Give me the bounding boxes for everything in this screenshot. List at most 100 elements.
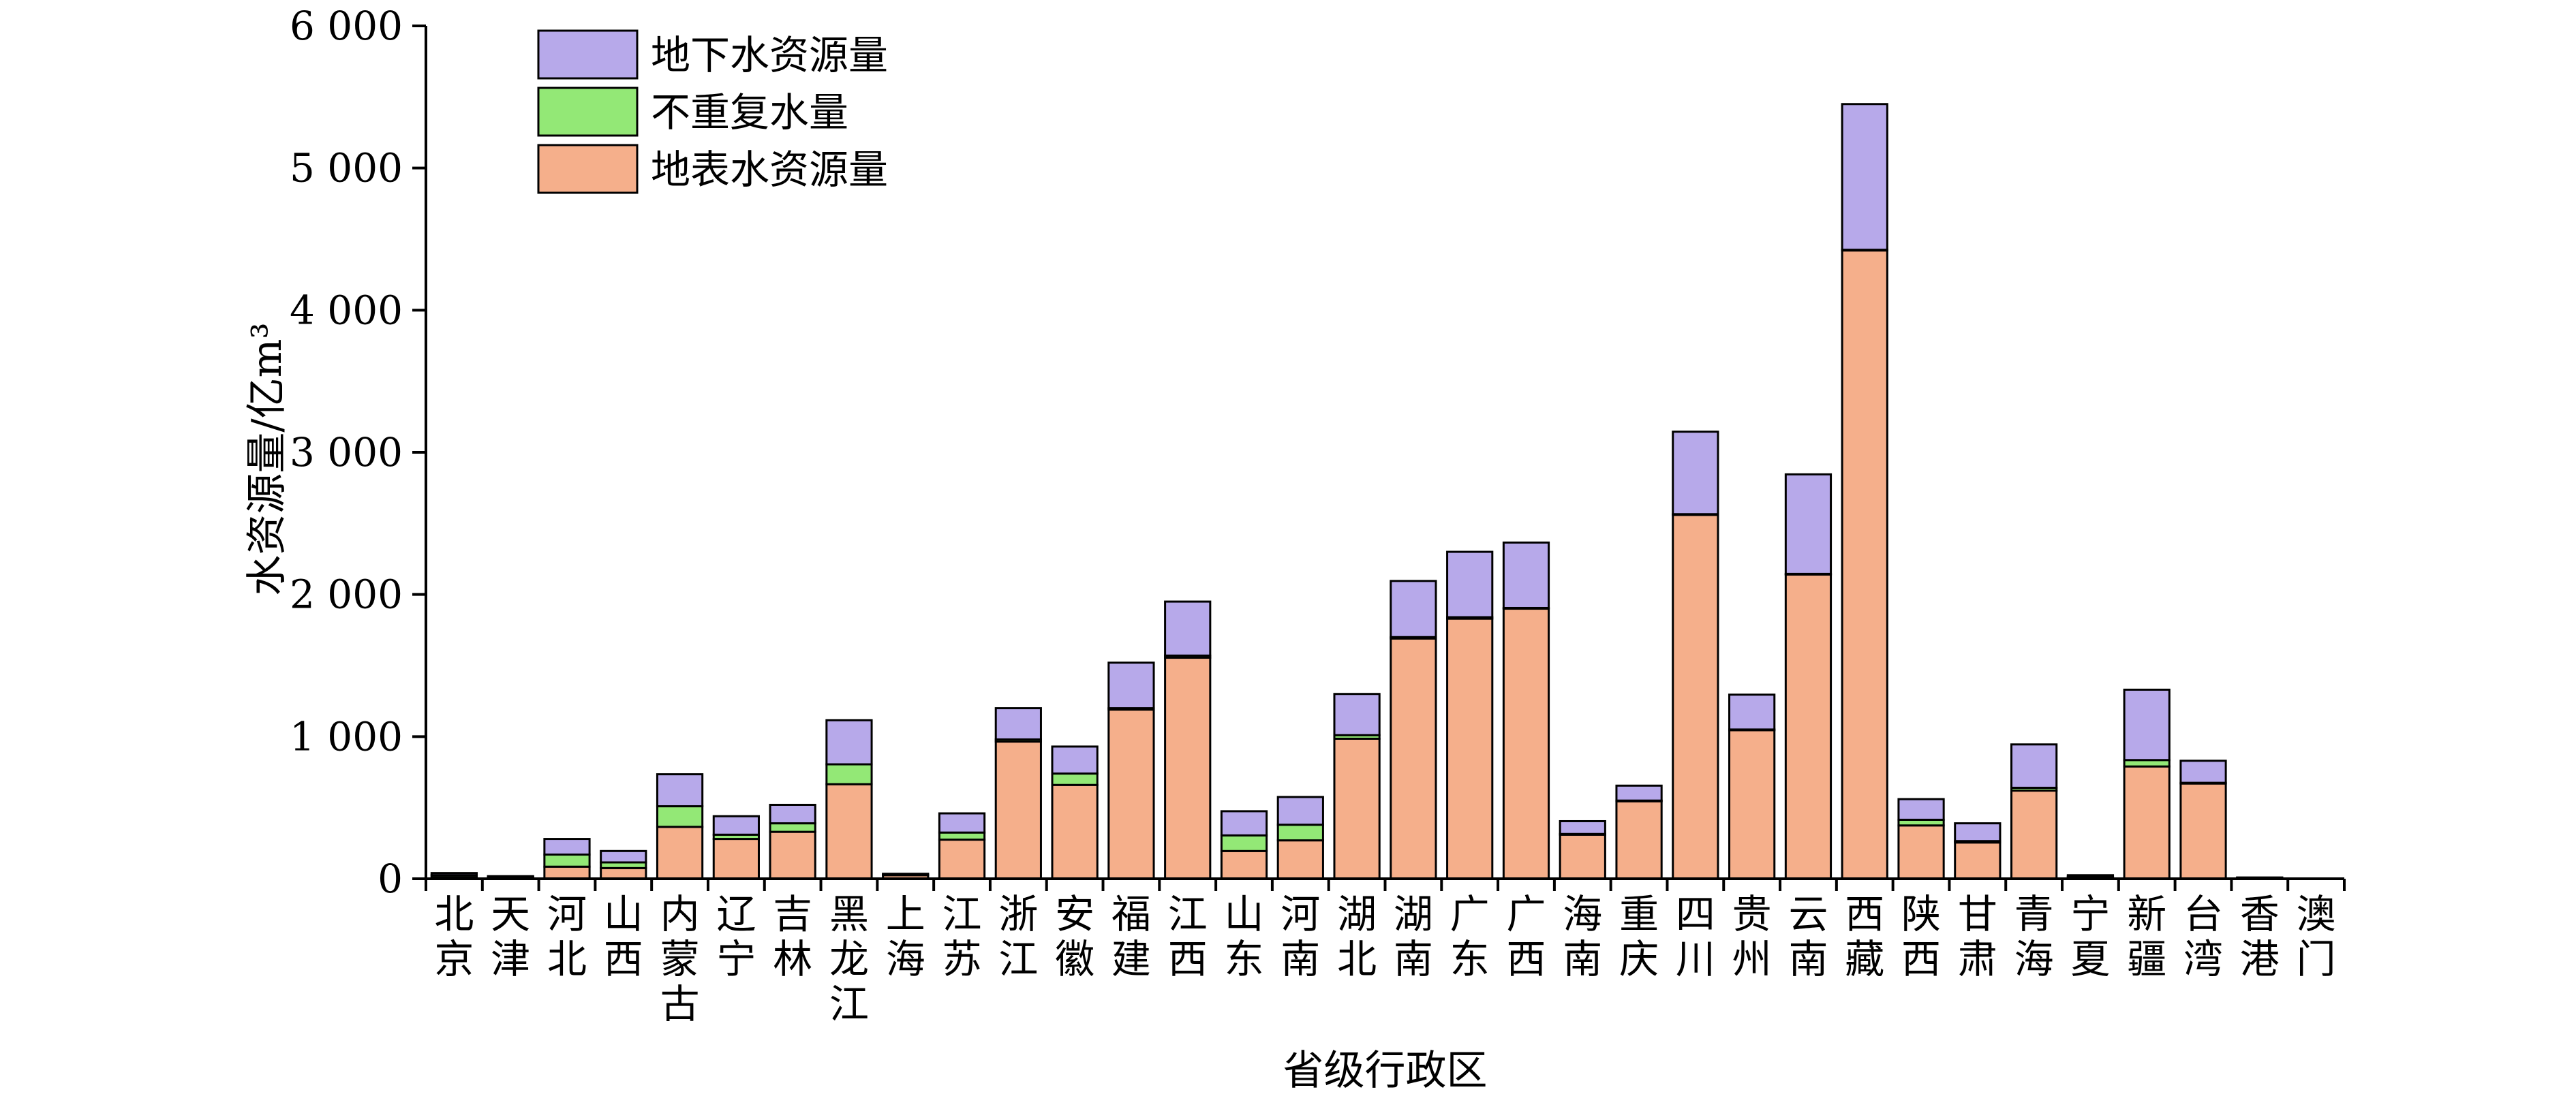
legend-label: 不重复水量	[651, 89, 848, 136]
y-tick-label: 3 000	[290, 429, 403, 475]
bar-segment-ground	[994, 707, 1042, 741]
x-category-label: 上海	[886, 891, 925, 982]
legend-swatch	[537, 144, 639, 194]
bar-segment-ground	[543, 838, 591, 856]
x-category-label: 江苏	[942, 891, 982, 982]
x-category-label: 北京	[434, 891, 474, 982]
x-category-label: 台湾	[2183, 891, 2223, 982]
bar-segment-surface	[1954, 841, 2002, 880]
bar-segment-surface	[543, 865, 591, 880]
bar-segment-surface	[938, 839, 986, 880]
bar-segment-ground	[1615, 784, 1663, 802]
bar-segment-surface	[712, 838, 760, 880]
bar-segment-surface	[2123, 765, 2171, 880]
bar-segment-ground	[2010, 743, 2058, 789]
bar-segment-ground	[487, 875, 534, 878]
bar-segment-ground	[1446, 550, 1494, 619]
bar-segment-ground	[1784, 473, 1833, 575]
bar-segment-surface	[1276, 839, 1324, 880]
x-category-label: 新疆	[2127, 891, 2166, 982]
bar-segment-surface	[656, 826, 704, 880]
y-tick-label: 5 000	[290, 145, 403, 191]
bar-segment-nonrepeat	[1276, 824, 1324, 842]
x-category-label: 西藏	[1845, 891, 1884, 982]
y-ticks: 0 1 000 2 000 3 000 4 000 5 000 6 000	[290, 3, 426, 902]
bar-segment-surface	[1784, 573, 1833, 880]
bar-segment-nonrepeat	[1051, 772, 1099, 786]
bar-segment-ground	[1276, 796, 1324, 826]
x-category-label: 安徽	[1055, 891, 1094, 982]
bar-segment-surface	[1672, 514, 1719, 880]
x-category-label: 浙江	[998, 891, 1038, 982]
x-category-label: 贵州	[1732, 891, 1772, 982]
bar-segment-ground	[1559, 819, 1606, 835]
bar-segment-surface	[1051, 783, 1099, 880]
bar-segment-ground	[938, 812, 986, 834]
bar-segment-nonrepeat	[656, 805, 704, 828]
x-category-label: 湖北	[1337, 891, 1377, 982]
x-category-label: 江西	[1168, 891, 1208, 982]
x-category-label: 湖南	[1394, 891, 1433, 982]
x-category-label: 山西	[604, 891, 643, 982]
bar-segment-surface	[1164, 657, 1212, 880]
x-axis-title: 省级行政区	[1283, 1047, 1488, 1094]
y-tick-label: 1 000	[290, 713, 403, 760]
bar-segment-surface	[1728, 729, 1776, 880]
bar-segment-ground	[1390, 580, 1437, 638]
x-category-label: 天津	[491, 891, 530, 982]
bar-segment-nonrepeat	[543, 854, 591, 868]
y-tick-label: 4 000	[290, 287, 403, 333]
x-category-label: 河南	[1281, 891, 1320, 982]
bar-segment-nonrepeat	[769, 822, 816, 833]
x-category-label: 四川	[1676, 891, 1715, 982]
bar-segment-ground	[656, 773, 704, 808]
bar-segment-ground	[1502, 542, 1550, 609]
bar-segment-ground	[1728, 693, 1776, 731]
bar-segment-surface	[600, 866, 647, 880]
bar-segment-surface	[1107, 708, 1155, 880]
x-category-label: 甘肃	[1958, 891, 1997, 982]
bar-segment-ground	[1164, 600, 1212, 657]
y-axis-title: 水资源量/亿m³	[243, 322, 291, 595]
bar-segment-surface	[994, 740, 1042, 880]
bar-segment-ground	[825, 719, 873, 766]
bar-segment-ground	[1333, 693, 1381, 736]
y-tick-label: 2 000	[290, 572, 403, 618]
bar-segment-surface	[1446, 617, 1494, 880]
bar-segment-surface	[1559, 833, 1606, 880]
bar-segment-ground	[430, 872, 478, 877]
bar-segment-ground	[1107, 661, 1155, 710]
bar-segment-surface	[2010, 790, 2058, 880]
bar-segment-surface	[2179, 782, 2227, 880]
legend-swatch	[537, 29, 639, 80]
bar-segment-ground	[2179, 760, 2227, 784]
bar-segment-ground	[1954, 822, 2002, 843]
bar-segment-surface	[769, 830, 816, 880]
x-category-label: 吉林	[773, 891, 812, 982]
y-tick-label: 6 000	[290, 3, 403, 49]
bar-segment-ground	[882, 873, 930, 876]
bar-segment-ground	[2066, 874, 2115, 878]
bar-segment-ground	[1672, 431, 1719, 516]
bar-segment-surface	[1390, 637, 1437, 880]
bar-segment-surface	[1220, 849, 1268, 880]
bar-segment-ground	[1220, 810, 1268, 837]
bar-segment-nonrepeat	[1220, 834, 1268, 852]
category-labels: 北京天津河北山西内蒙古辽宁吉林黑龙江上海江苏浙江安徽福建江西山东河南湖北湖南广东…	[434, 891, 2335, 1027]
legend-swatch	[537, 87, 639, 137]
x-category-label: 广西	[1506, 891, 1546, 982]
y-tick-label: 0	[378, 856, 403, 902]
x-category-label: 广东	[1450, 891, 1490, 982]
bar-segment-surface	[825, 783, 873, 880]
x-category-label: 云南	[1788, 891, 1828, 982]
legend-label: 地下水资源量	[651, 32, 888, 78]
bar-segment-ground	[1051, 745, 1099, 775]
x-category-label: 内蒙古	[660, 891, 700, 1027]
bar-segment-ground	[712, 815, 760, 836]
bar-segment-ground	[600, 849, 647, 864]
x-category-label: 河北	[547, 891, 587, 982]
x-category-label: 澳门	[2297, 891, 2336, 982]
x-category-label: 宁夏	[2070, 891, 2110, 982]
